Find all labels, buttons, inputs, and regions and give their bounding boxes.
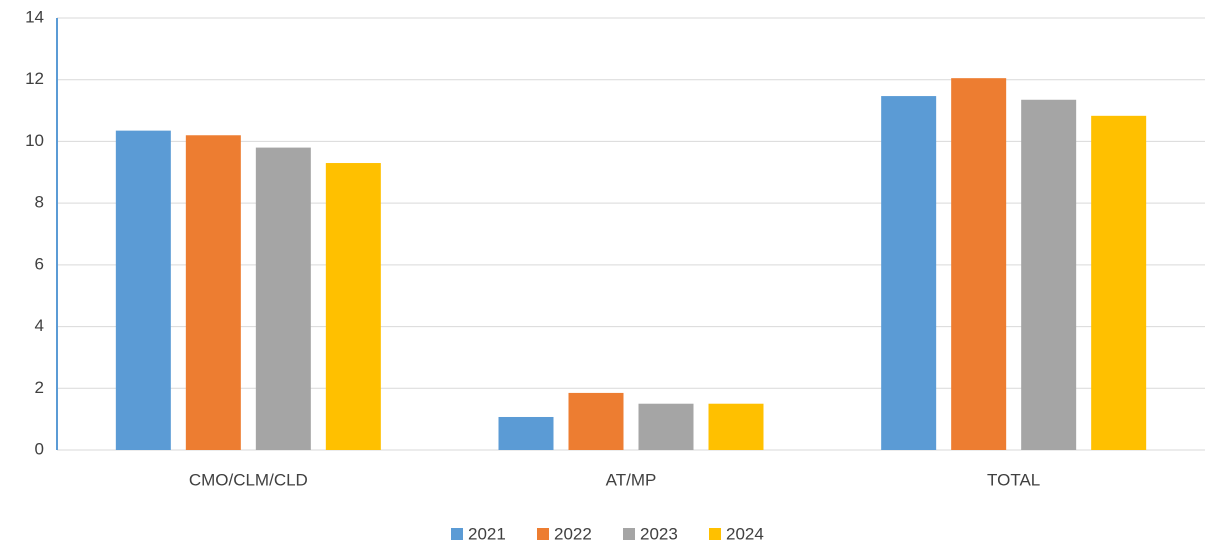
legend-swatch	[623, 528, 635, 540]
y-tick-label: 0	[35, 439, 44, 458]
y-tick-label: 12	[25, 69, 44, 88]
y-tick-label: 2	[35, 378, 44, 397]
bar	[185, 135, 241, 450]
bar	[1091, 115, 1147, 451]
bar	[638, 403, 694, 450]
y-tick-label: 14	[25, 7, 44, 26]
bar	[568, 392, 624, 450]
y-tick-label: 8	[35, 193, 44, 212]
x-tick-label: AT/MP	[606, 470, 657, 489]
x-tick-label: CMO/CLM/CLD	[189, 470, 308, 489]
bar	[951, 78, 1007, 451]
bar	[498, 416, 554, 450]
x-tick-label: TOTAL	[987, 470, 1040, 489]
bar	[881, 96, 937, 450]
legend-label: 2021	[468, 524, 506, 543]
y-tick-label: 6	[35, 254, 44, 273]
legend-swatch	[451, 528, 463, 540]
bar	[255, 147, 311, 450]
legend-label: 2024	[726, 524, 764, 543]
bar	[1021, 99, 1077, 451]
bar	[325, 163, 381, 450]
legend-swatch	[709, 528, 721, 540]
y-tick-label: 10	[25, 131, 44, 150]
bar	[708, 403, 764, 450]
bar	[115, 130, 171, 450]
legend-label: 2023	[640, 524, 678, 543]
y-tick-label: 4	[35, 316, 44, 335]
legend-label: 2022	[554, 524, 592, 543]
legend-swatch	[537, 528, 549, 540]
